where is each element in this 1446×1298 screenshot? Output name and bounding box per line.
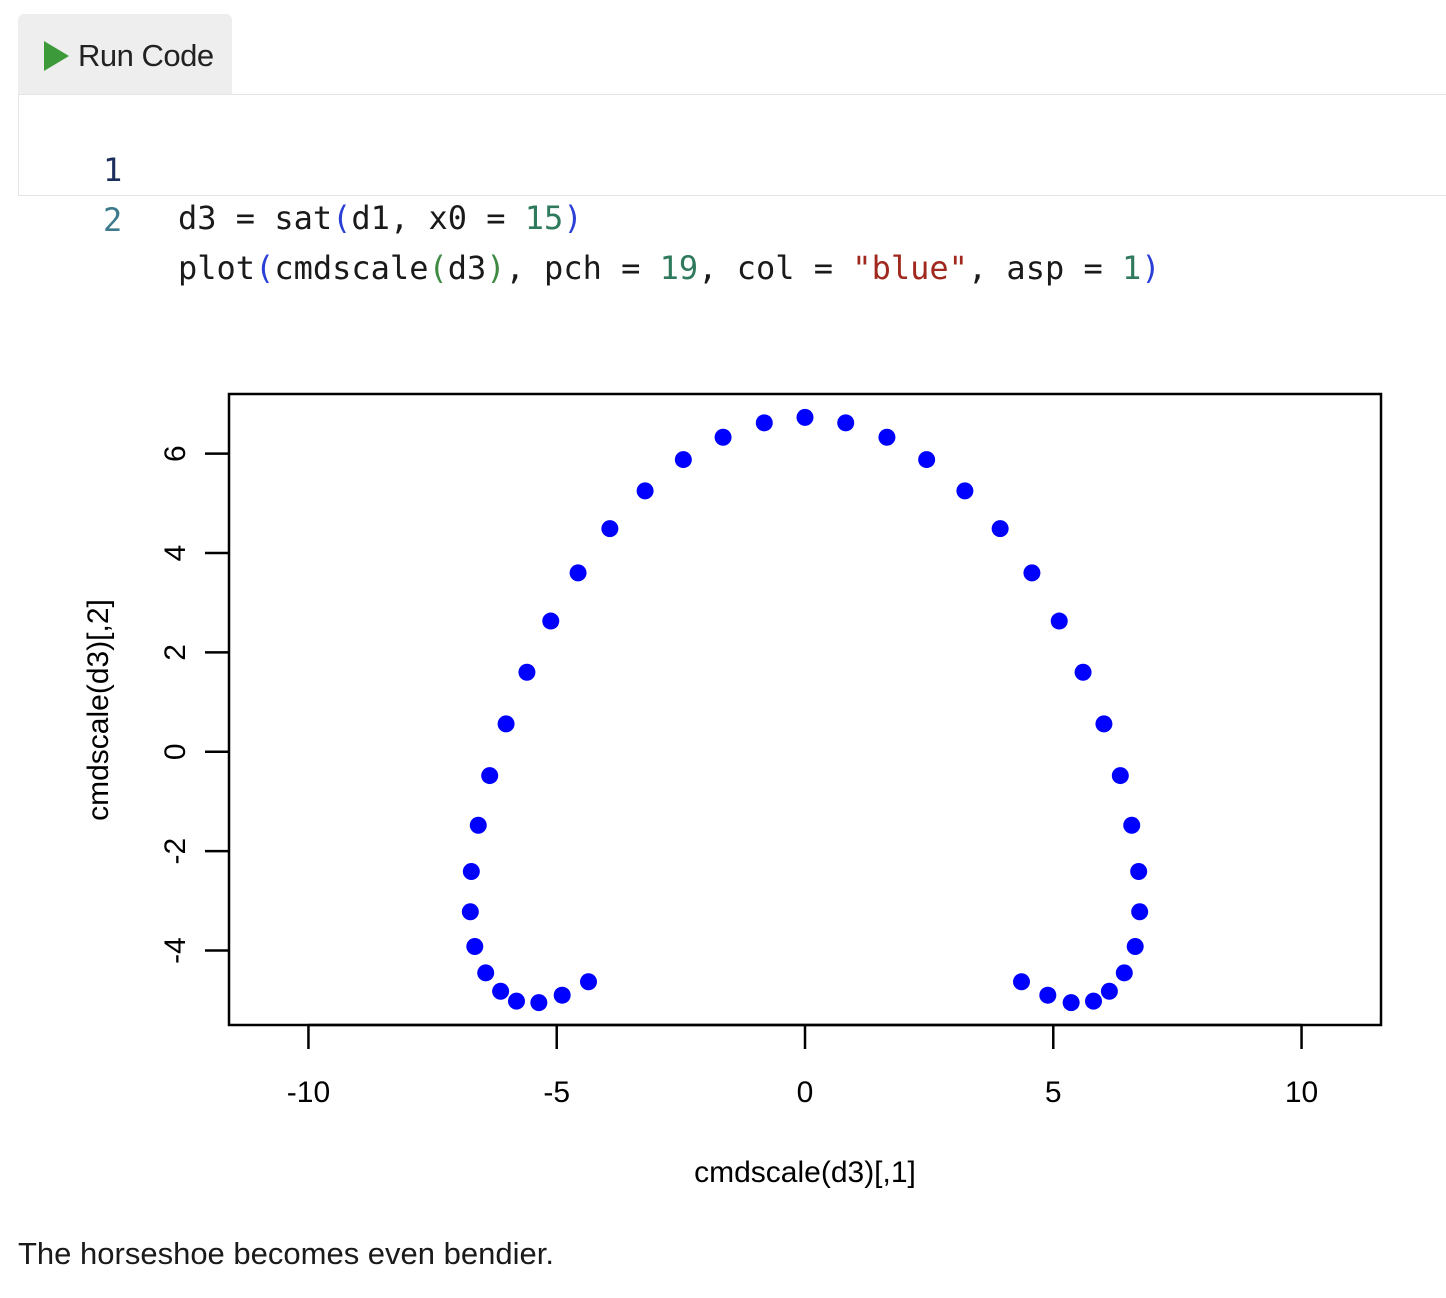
- x-tick-label: -10: [287, 1076, 330, 1109]
- data-point: [1126, 937, 1144, 955]
- y-tick-label: 2: [159, 644, 192, 661]
- data-point: [466, 937, 484, 955]
- data-point: [462, 862, 480, 880]
- x-tick-label: 0: [797, 1076, 814, 1109]
- y-tick-label: 0: [159, 743, 192, 760]
- data-point: [714, 428, 732, 446]
- code-token: (: [428, 249, 448, 287]
- code-token: plot: [178, 249, 256, 287]
- code-token: 15: [524, 199, 564, 237]
- x-axis-label: cmdscale(d3)[,1]: [694, 1156, 916, 1189]
- data-point: [497, 715, 515, 733]
- code-token: d3: [447, 249, 487, 287]
- code-token: , asp =: [967, 249, 1123, 287]
- data-point: [1074, 663, 1092, 681]
- y-axis-label: cmdscale(d3)[,2]: [82, 599, 115, 821]
- data-point: [1012, 973, 1030, 991]
- data-point: [530, 994, 548, 1012]
- y-tick-label: 4: [159, 545, 192, 562]
- code-line: 1 d3 = sat(d1, x0 = 15): [19, 98, 583, 237]
- data-point: [477, 964, 495, 982]
- line-number: 1: [103, 151, 123, 189]
- data-point: [518, 663, 536, 681]
- code-token: (: [332, 199, 352, 237]
- data-point: [553, 986, 571, 1004]
- code-token: 1: [1122, 249, 1142, 287]
- x-axis: -10 -5 0 5 10: [287, 1023, 1318, 1109]
- code-token: ): [1141, 249, 1161, 287]
- code-text: plot(cmdscale(d3), pch = 19, col = "blue…: [178, 244, 1161, 292]
- data-point: [461, 903, 479, 921]
- data-point: [755, 414, 773, 432]
- caption-text: The horseshoe becomes even bendier.: [18, 1236, 554, 1271]
- data-point: [837, 414, 855, 432]
- plot-output: -10 -5 0 5 10 -4 -2 0 2 4 6 cmdscale(d3)[,1] cmds…: [0, 360, 1446, 1225]
- data-point: [918, 451, 936, 469]
- data-point: [1084, 992, 1102, 1010]
- data-point: [991, 520, 1009, 538]
- y-axis: -4 -2 0 2 4 6: [159, 445, 229, 964]
- scatter-plot: -10 -5 0 5 10 -4 -2 0 2 4 6 cmdscale(d3)[,1] cmds…: [82, 392, 1383, 1189]
- data-point: [796, 408, 814, 426]
- data-point: [569, 564, 587, 582]
- data-point: [956, 482, 974, 500]
- code-token: "blue": [852, 249, 968, 287]
- data-points: [461, 408, 1149, 1012]
- data-point: [1130, 862, 1148, 880]
- y-tick-label: -4: [159, 937, 192, 964]
- code-line: 2 plot(cmdscale(d3), pch = 19, col = "bl…: [19, 148, 1161, 287]
- data-point: [469, 816, 487, 834]
- code-token: d3 = sat: [178, 199, 333, 237]
- data-point: [481, 767, 499, 785]
- data-point: [1123, 816, 1141, 834]
- data-point: [1111, 767, 1129, 785]
- data-point: [1131, 903, 1149, 921]
- data-point: [601, 520, 619, 538]
- code-token: ): [486, 249, 506, 287]
- data-point: [508, 992, 526, 1010]
- code-token: , col =: [698, 249, 853, 287]
- code-token: 19: [659, 249, 699, 287]
- data-point: [1115, 964, 1133, 982]
- x-tick-label: 10: [1285, 1076, 1318, 1109]
- code-text: d3 = sat(d1, x0 = 15): [178, 194, 583, 242]
- code-token: ): [563, 199, 583, 237]
- code-editor[interactable]: 1 d3 = sat(d1, x0 = 15) 2 plot(cmdscale(…: [18, 94, 1446, 287]
- data-point: [542, 612, 560, 630]
- data-point: [1050, 612, 1068, 630]
- data-point: [1100, 982, 1118, 1000]
- play-icon: [44, 41, 69, 71]
- data-point: [1039, 986, 1057, 1004]
- data-point: [674, 451, 692, 469]
- y-tick-label: 6: [159, 445, 192, 462]
- code-token: (: [255, 249, 275, 287]
- x-tick-label: -5: [543, 1076, 570, 1109]
- code-token: cmdscale: [274, 249, 429, 287]
- run-code-button[interactable]: Run Code: [18, 14, 232, 94]
- data-point: [492, 982, 510, 1000]
- line-number: 2: [103, 201, 123, 239]
- data-point: [636, 482, 654, 500]
- data-point: [1095, 715, 1113, 733]
- data-point: [580, 973, 598, 991]
- plot-frame: [227, 392, 1383, 1027]
- code-token: , pch =: [505, 249, 660, 287]
- x-tick-label: 5: [1045, 1076, 1062, 1109]
- y-tick-label: -2: [159, 838, 192, 865]
- code-token: d1, x0 =: [351, 199, 525, 237]
- data-point: [878, 428, 896, 446]
- data-point: [1062, 994, 1080, 1012]
- data-point: [1023, 564, 1041, 582]
- run-code-label: Run Code: [78, 38, 214, 73]
